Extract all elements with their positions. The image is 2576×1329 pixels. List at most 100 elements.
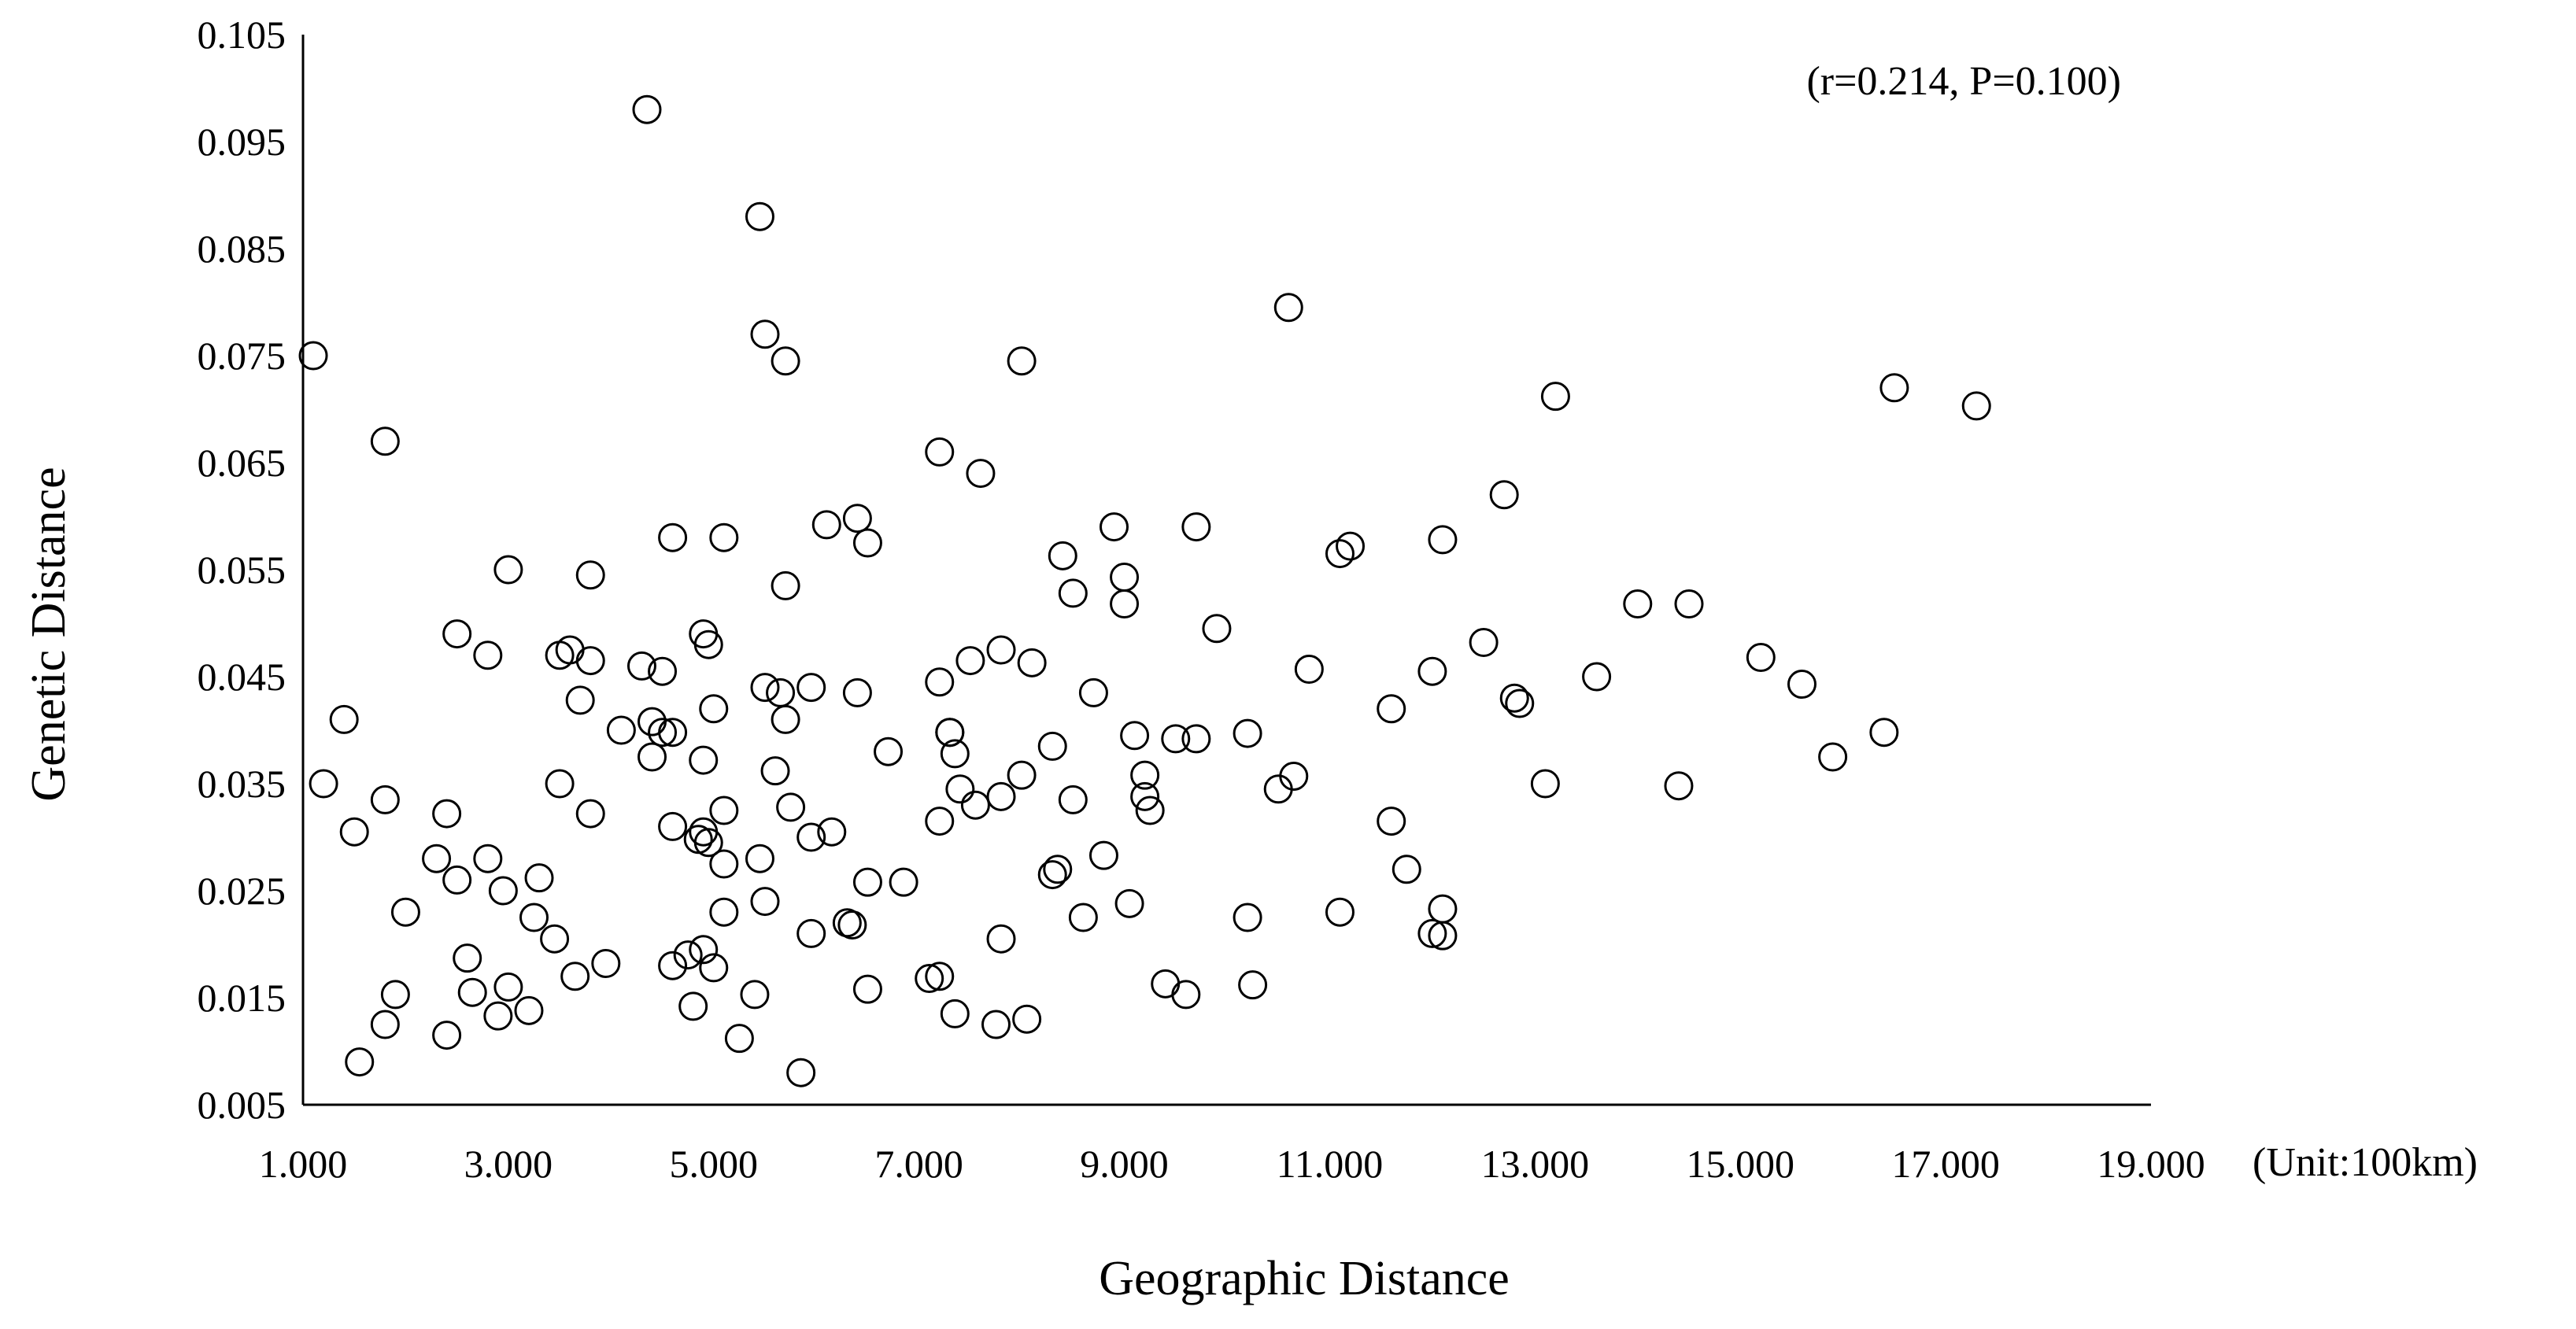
data-point <box>925 437 955 467</box>
data-point <box>1110 563 1140 593</box>
data-point <box>453 943 482 973</box>
data-point <box>658 811 688 841</box>
data-point <box>1088 840 1118 870</box>
correlation-annotation: (r=0.214, P=0.100) <box>1806 59 2121 104</box>
data-point <box>986 924 1016 954</box>
x-tick-label: 5.000 <box>670 1142 759 1186</box>
data-point <box>540 924 570 954</box>
y-tick-label: 0.105 <box>198 13 286 57</box>
data-point <box>796 673 826 703</box>
data-point <box>1233 718 1262 748</box>
data-point <box>638 742 667 772</box>
data-point <box>796 822 826 852</box>
data-point <box>1037 731 1067 761</box>
data-point <box>842 504 872 533</box>
data-point <box>545 641 575 670</box>
data-point <box>390 897 420 927</box>
data-point <box>519 903 549 932</box>
data-point <box>1012 1004 1042 1034</box>
data-point <box>766 677 796 707</box>
data-point <box>1017 648 1047 677</box>
data-point <box>473 641 503 670</box>
x-axis-title: Geographic Distance <box>1099 1252 1510 1305</box>
data-point <box>1746 643 1776 673</box>
data-point <box>699 694 729 724</box>
data-point <box>760 756 790 786</box>
data-point <box>638 707 667 736</box>
data-point <box>1007 760 1037 790</box>
data-point <box>1130 760 1160 790</box>
x-tick-label: 15.000 <box>1686 1142 1794 1186</box>
data-point <box>1417 656 1447 686</box>
data-point <box>1499 683 1529 713</box>
data-point <box>740 980 770 1010</box>
data-point <box>329 704 359 734</box>
data-point <box>1161 724 1191 754</box>
data-point <box>1007 346 1037 376</box>
data-point <box>925 807 955 836</box>
data-point <box>745 201 774 231</box>
data-point <box>606 715 636 745</box>
y-tick-label: 0.055 <box>198 548 286 592</box>
data-point <box>370 784 400 814</box>
y-tick-label: 0.085 <box>198 227 286 271</box>
data-point <box>1068 903 1098 932</box>
data-point <box>693 629 723 659</box>
data-point <box>1417 918 1447 948</box>
data-point <box>442 619 472 649</box>
data-point <box>545 769 575 799</box>
data-point <box>1114 888 1144 918</box>
data-point <box>750 673 780 703</box>
data-point <box>422 844 452 873</box>
data-point <box>1540 382 1570 412</box>
data-point <box>889 867 918 897</box>
data-point <box>986 781 1016 811</box>
x-tick-label: 9.000 <box>1080 1142 1169 1186</box>
data-point <box>658 522 688 552</box>
data-point <box>852 867 882 897</box>
data-point <box>693 828 723 858</box>
data-point <box>940 739 970 769</box>
x-tick-label: 3.000 <box>464 1142 553 1186</box>
data-point <box>493 972 523 1002</box>
data-point <box>1135 796 1165 825</box>
data-point <box>935 718 965 748</box>
data-point <box>786 1058 816 1087</box>
data-point <box>1377 694 1406 724</box>
data-point <box>776 792 806 822</box>
data-point <box>1428 894 1458 924</box>
data-point <box>925 962 955 991</box>
data-point <box>1961 391 1991 421</box>
data-point <box>648 718 678 748</box>
data-point <box>473 844 503 873</box>
data-point <box>852 974 882 1004</box>
y-tick-label: 0.095 <box>198 120 286 164</box>
data-point <box>673 940 703 970</box>
data-point <box>298 341 328 371</box>
data-point <box>632 94 662 124</box>
data-point <box>1869 718 1899 748</box>
y-axis-ticks: 0.005 0.015 0.025 0.035 0.045 0.055 0.065 0.075… <box>198 13 286 1127</box>
data-point <box>960 790 990 820</box>
data-point <box>874 736 904 766</box>
data-point <box>370 1010 400 1039</box>
data-point <box>1530 769 1560 799</box>
data-point <box>370 426 400 456</box>
data-point <box>658 718 688 748</box>
data-point <box>1181 512 1211 542</box>
data-point <box>648 656 678 686</box>
data-point <box>689 935 719 965</box>
y-tick-label: 0.065 <box>198 441 286 485</box>
data-point <box>689 745 719 775</box>
data-point <box>709 897 739 927</box>
data-point <box>309 769 338 799</box>
data-point <box>380 980 410 1010</box>
data-point <box>837 910 867 940</box>
data-point <box>771 346 800 376</box>
data-point <box>1058 784 1088 814</box>
data-point <box>626 651 656 681</box>
y-tick-label: 0.075 <box>198 334 286 378</box>
data-point <box>1233 903 1262 932</box>
data-point <box>981 1010 1011 1039</box>
data-point <box>339 817 369 847</box>
